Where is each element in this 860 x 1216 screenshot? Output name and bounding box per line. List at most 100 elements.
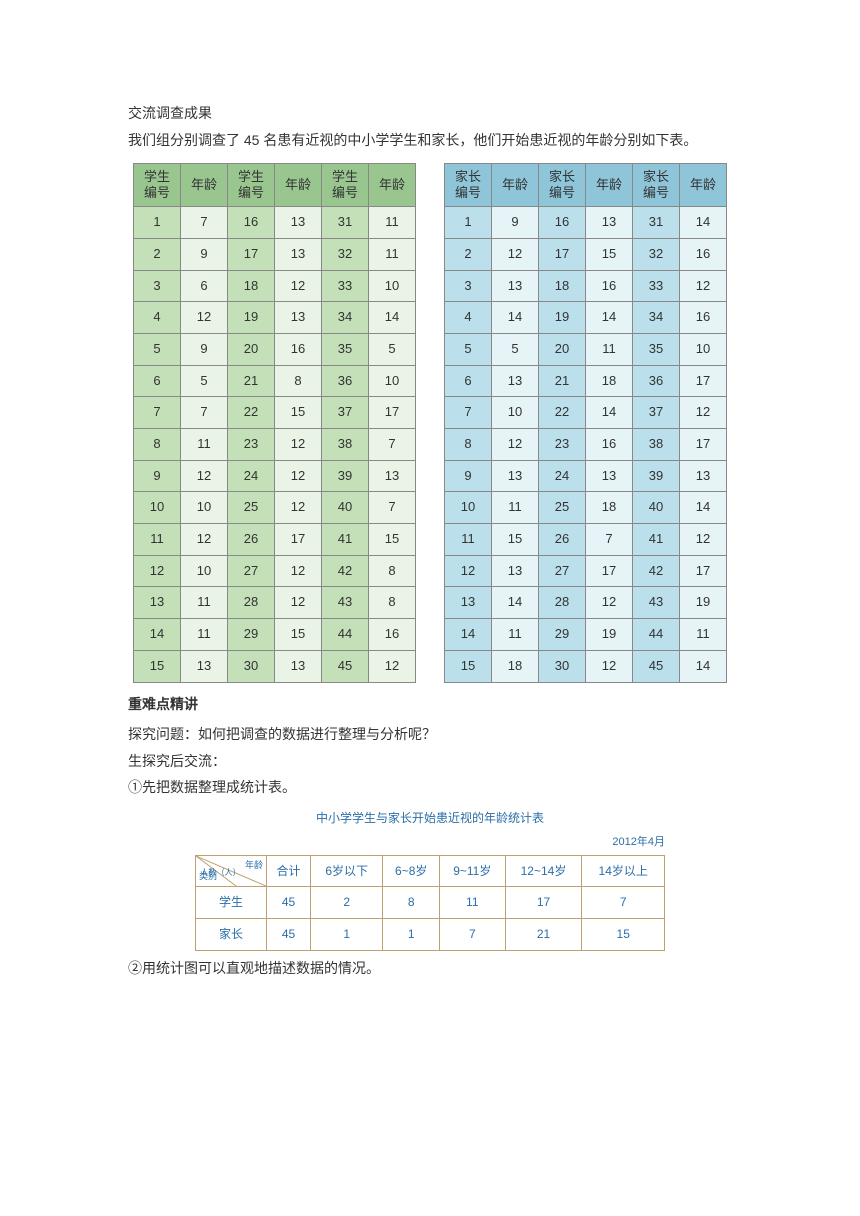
table-cell-age: 10 — [369, 366, 415, 397]
table-cell-id: 11 — [445, 524, 491, 555]
table-cell-id: 43 — [633, 587, 679, 618]
table-cell-age: 13 — [275, 302, 321, 333]
table-cell-age: 12 — [369, 651, 415, 682]
table-cell-age: 17 — [586, 556, 632, 587]
table-cell-age: 14 — [586, 302, 632, 333]
table-cell-id: 22 — [539, 397, 585, 428]
table-cell-id: 31 — [322, 207, 368, 238]
parents-header-id: 家长编号 — [445, 164, 491, 206]
table-cell-id: 35 — [322, 334, 368, 365]
table-cell-id: 41 — [633, 524, 679, 555]
table-cell-age: 12 — [275, 587, 321, 618]
table-cell-id: 37 — [633, 397, 679, 428]
summary-cell: 45 — [267, 919, 311, 951]
table-cell-age: 15 — [586, 239, 632, 270]
table-cell-age: 12 — [275, 492, 321, 523]
table-cell-id: 12 — [134, 556, 180, 587]
table-cell-age: 13 — [275, 239, 321, 270]
summary-col-header: 9~11岁 — [440, 855, 505, 887]
table-cell-id: 32 — [322, 239, 368, 270]
parents-table: 家长编号年龄家长编号年龄家长编号年龄1916133114212171532163… — [444, 163, 727, 682]
table-cell-id: 27 — [539, 556, 585, 587]
table-cell-age: 17 — [369, 397, 415, 428]
table-cell-id: 34 — [633, 302, 679, 333]
table-cell-age: 6 — [181, 271, 227, 302]
table-cell-age: 11 — [369, 239, 415, 270]
table-cell-age: 10 — [181, 492, 227, 523]
table-cell-id: 44 — [322, 619, 368, 650]
table-cell-age: 15 — [275, 619, 321, 650]
table-cell-age: 9 — [181, 334, 227, 365]
summary-cell: 2 — [311, 887, 383, 919]
table-cell-age: 9 — [181, 239, 227, 270]
table-cell-age: 13 — [586, 207, 632, 238]
summary-title: 中小学学生与家长开始患近视的年龄统计表 — [195, 807, 665, 830]
table-cell-age: 7 — [369, 429, 415, 460]
table-cell-id: 45 — [633, 651, 679, 682]
table-cell-id: 19 — [539, 302, 585, 333]
summary-table: 年龄人数（人）类别合计6岁以下6~8岁9~11岁12~14岁14岁以上学生452… — [195, 855, 665, 951]
table-cell-age: 11 — [586, 334, 632, 365]
table-cell-id: 27 — [228, 556, 274, 587]
table-cell-age: 13 — [369, 461, 415, 492]
table-cell-age: 12 — [181, 461, 227, 492]
table-cell-age: 14 — [492, 302, 538, 333]
table-cell-id: 32 — [633, 239, 679, 270]
table-cell-id: 28 — [228, 587, 274, 618]
table-cell-id: 25 — [539, 492, 585, 523]
table-cell-age: 10 — [369, 271, 415, 302]
students-header-age: 年龄 — [181, 164, 227, 206]
students-header-id: 学生编号 — [134, 164, 180, 206]
table-cell-id: 1 — [445, 207, 491, 238]
summary-cell: 1 — [383, 919, 440, 951]
table-cell-id: 14 — [134, 619, 180, 650]
table-cell-id: 24 — [539, 461, 585, 492]
table-cell-age: 13 — [275, 651, 321, 682]
table-cell-id: 13 — [134, 587, 180, 618]
table-cell-id: 31 — [633, 207, 679, 238]
table-cell-age: 14 — [680, 492, 726, 523]
table-cell-age: 10 — [181, 556, 227, 587]
table-cell-id: 29 — [539, 619, 585, 650]
table-cell-id: 33 — [322, 271, 368, 302]
summary-col-header: 14岁以上 — [582, 855, 665, 887]
summary-row-label: 家长 — [196, 919, 267, 951]
table-cell-age: 11 — [181, 587, 227, 618]
section-heading: 重难点精讲 — [100, 691, 760, 718]
table-cell-id: 8 — [445, 429, 491, 460]
table-cell-id: 36 — [322, 366, 368, 397]
table-cell-id: 45 — [322, 651, 368, 682]
table-cell-id: 35 — [633, 334, 679, 365]
table-cell-age: 18 — [586, 366, 632, 397]
table-cell-age: 12 — [586, 587, 632, 618]
summary-col-header: 12~14岁 — [505, 855, 582, 887]
table-cell-id: 7 — [445, 397, 491, 428]
table-cell-id: 19 — [228, 302, 274, 333]
table-cell-id: 38 — [633, 429, 679, 460]
table-cell-id: 39 — [633, 461, 679, 492]
table-cell-id: 38 — [322, 429, 368, 460]
parents-header-age: 年龄 — [586, 164, 632, 206]
table-cell-age: 8 — [369, 556, 415, 587]
table-cell-id: 36 — [633, 366, 679, 397]
table-cell-id: 2 — [134, 239, 180, 270]
table-cell-id: 13 — [445, 587, 491, 618]
table-cell-age: 15 — [492, 524, 538, 555]
summary-cell: 21 — [505, 919, 582, 951]
summary-block: 中小学学生与家长开始患近视的年龄统计表 2012年4月 年龄人数（人）类别合计6… — [195, 807, 665, 951]
table-cell-id: 3 — [445, 271, 491, 302]
table-cell-id: 10 — [134, 492, 180, 523]
summary-cell: 17 — [505, 887, 582, 919]
table-cell-age: 14 — [369, 302, 415, 333]
table-cell-id: 28 — [539, 587, 585, 618]
students-table: 学生编号年龄学生编号年龄学生编号年龄1716133111291713321136… — [133, 163, 416, 682]
table-cell-id: 5 — [445, 334, 491, 365]
parents-header-age: 年龄 — [680, 164, 726, 206]
table-cell-age: 17 — [680, 366, 726, 397]
table-cell-age: 12 — [492, 429, 538, 460]
table-cell-id: 18 — [228, 271, 274, 302]
table-cell-age: 14 — [492, 587, 538, 618]
table-cell-id: 4 — [445, 302, 491, 333]
table-cell-age: 19 — [586, 619, 632, 650]
table-cell-id: 15 — [445, 651, 491, 682]
